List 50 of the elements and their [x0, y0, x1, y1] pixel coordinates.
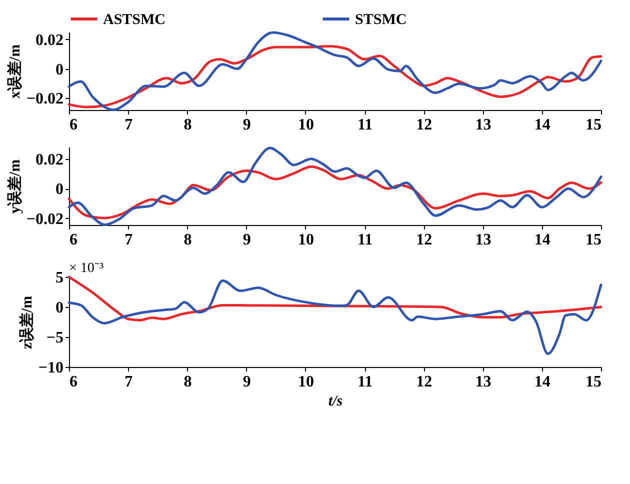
line-series — [68, 31, 602, 112]
y-axis-title: z误差/m — [18, 295, 36, 350]
x-tick-label: 8 — [184, 116, 192, 134]
x-tick-label: 13 — [475, 374, 492, 390]
line-series — [68, 146, 602, 226]
x-tick-label: 15 — [586, 374, 602, 390]
x-tick-label: 9 — [242, 116, 251, 134]
x-tick-label: 12 — [416, 116, 432, 134]
x-tick-label: 15 — [586, 232, 602, 248]
y-tick-label: 0 — [56, 300, 64, 316]
y-tick-label: −5 — [46, 330, 64, 346]
y-axis-title: x误差/m — [6, 44, 24, 99]
y-tick-label: −0.02 — [26, 90, 64, 108]
y-tick-label: 0.02 — [36, 32, 64, 49]
legend-label: STSMC — [355, 12, 407, 28]
x-tick-label: 11 — [357, 374, 373, 390]
x-tick-label: 6 — [70, 232, 78, 248]
x-tick-label: 7 — [124, 232, 133, 248]
y-tick-label: −10 — [38, 360, 64, 376]
y-tick-label: 5 — [56, 270, 64, 286]
x-tick-label: 14 — [534, 232, 550, 248]
y-tick-label: 0.02 — [36, 151, 64, 168]
x-tick-label: 9 — [242, 232, 251, 248]
x-tick-label: 12 — [416, 374, 432, 390]
x-tick-label: 11 — [357, 116, 373, 134]
x-tick-label: 10 — [298, 116, 314, 134]
y-axis-title: y误差/m — [6, 158, 24, 214]
x-axis-title: t/s — [328, 394, 343, 410]
x-tick-label: 8 — [184, 232, 192, 248]
y-tick-label: −0.02 — [26, 210, 64, 228]
x-tick-label: 13 — [475, 232, 492, 248]
x-tick-label: 9 — [242, 374, 251, 390]
x-tick-label: 6 — [70, 116, 78, 134]
x-tick-label: 8 — [184, 374, 192, 390]
text: × 10⁻³ — [69, 261, 104, 276]
y-tick-label: 0 — [56, 61, 64, 78]
line-series — [68, 279, 602, 356]
x-tick-label: 10 — [298, 374, 314, 390]
x-tick-label: 6 — [70, 374, 78, 390]
x-tick-label: 10 — [298, 232, 314, 248]
x-tick-label: 11 — [357, 232, 373, 248]
x-tick-label: 14 — [534, 116, 550, 134]
y-tick-label: 0 — [56, 181, 64, 198]
legend-label: ASTSMC — [103, 12, 166, 28]
x-tick-label: 12 — [416, 232, 432, 248]
x-tick-label: 7 — [124, 116, 133, 134]
x-tick-label: 7 — [124, 374, 133, 390]
x-tick-label: 14 — [534, 374, 550, 390]
x-tick-label: 15 — [586, 116, 602, 134]
x-tick-label: 13 — [475, 116, 492, 134]
